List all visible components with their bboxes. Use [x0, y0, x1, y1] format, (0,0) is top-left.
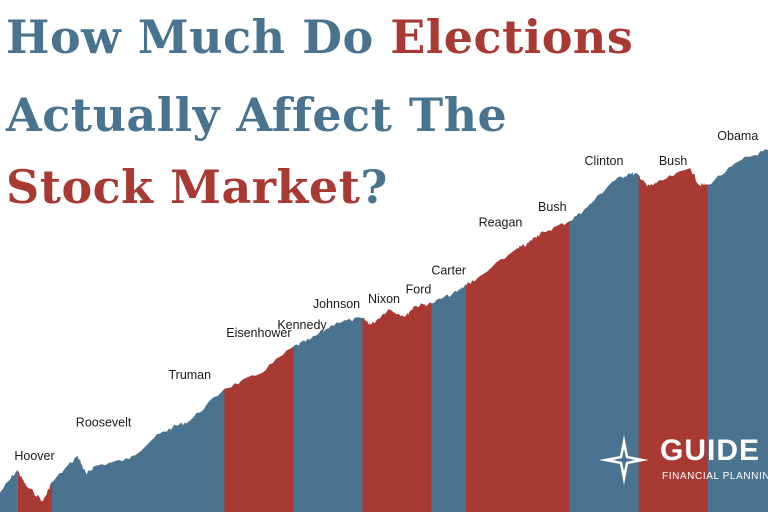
president-label-kennedy: Kennedy: [277, 318, 327, 332]
president-label-truman: Truman: [168, 368, 211, 382]
president-label-hoover: Hoover: [14, 449, 54, 463]
logo-subtitle: FINANCIAL PLANNING: [662, 471, 768, 482]
term-band-johnson-5: [310, 149, 363, 512]
term-band-bush-12: [638, 149, 709, 512]
term-band-eisenhower-3: [224, 149, 294, 512]
term-band-ford-7: [405, 149, 432, 512]
guide-logo: GUIDE FINANCIAL PLANNING: [594, 430, 768, 490]
term-band-hoover-0: [17, 149, 53, 512]
president-label-nixon: Nixon: [368, 292, 400, 306]
president-label-bush: Bush: [659, 154, 688, 168]
term-band-nixon-6: [362, 149, 406, 512]
president-label-clinton: Clinton: [585, 154, 624, 168]
term-band-pre: [0, 149, 18, 512]
logo-wordmark: GUIDE: [660, 434, 761, 467]
term-band-truman-2: [155, 149, 225, 512]
president-label-johnson: Johnson: [313, 297, 360, 311]
term-band-kennedy-4: [293, 149, 312, 512]
term-band-bush-10: [535, 149, 570, 512]
president-label-bush: Bush: [538, 200, 567, 214]
president-label-obama: Obama: [717, 129, 758, 143]
term-band-roosevelt-1: [51, 149, 156, 512]
president-label-eisenhower: Eisenhower: [226, 326, 291, 340]
headline-line-2: Actually Affect The: [6, 88, 508, 142]
headline-elections: Elections: [390, 10, 634, 64]
headline-line-1-start: How Much Do: [6, 10, 391, 64]
headline-line-3: Stock Market?: [6, 164, 388, 210]
term-band-carter-8: [431, 149, 467, 512]
headline-question-mark: ?: [360, 160, 388, 214]
president-label-ford: Ford: [406, 282, 432, 296]
term-band-reagan-9: [466, 149, 536, 512]
president-label-carter: Carter: [431, 263, 466, 277]
headline-line-1: How Much Do Elections: [6, 14, 633, 60]
term-band-obama-13: [707, 149, 768, 512]
president-label-reagan: Reagan: [479, 216, 523, 230]
headline-stock-market: Stock Market: [6, 160, 361, 214]
compass-star-icon: [599, 435, 649, 485]
president-label-roosevelt: Roosevelt: [76, 416, 132, 430]
